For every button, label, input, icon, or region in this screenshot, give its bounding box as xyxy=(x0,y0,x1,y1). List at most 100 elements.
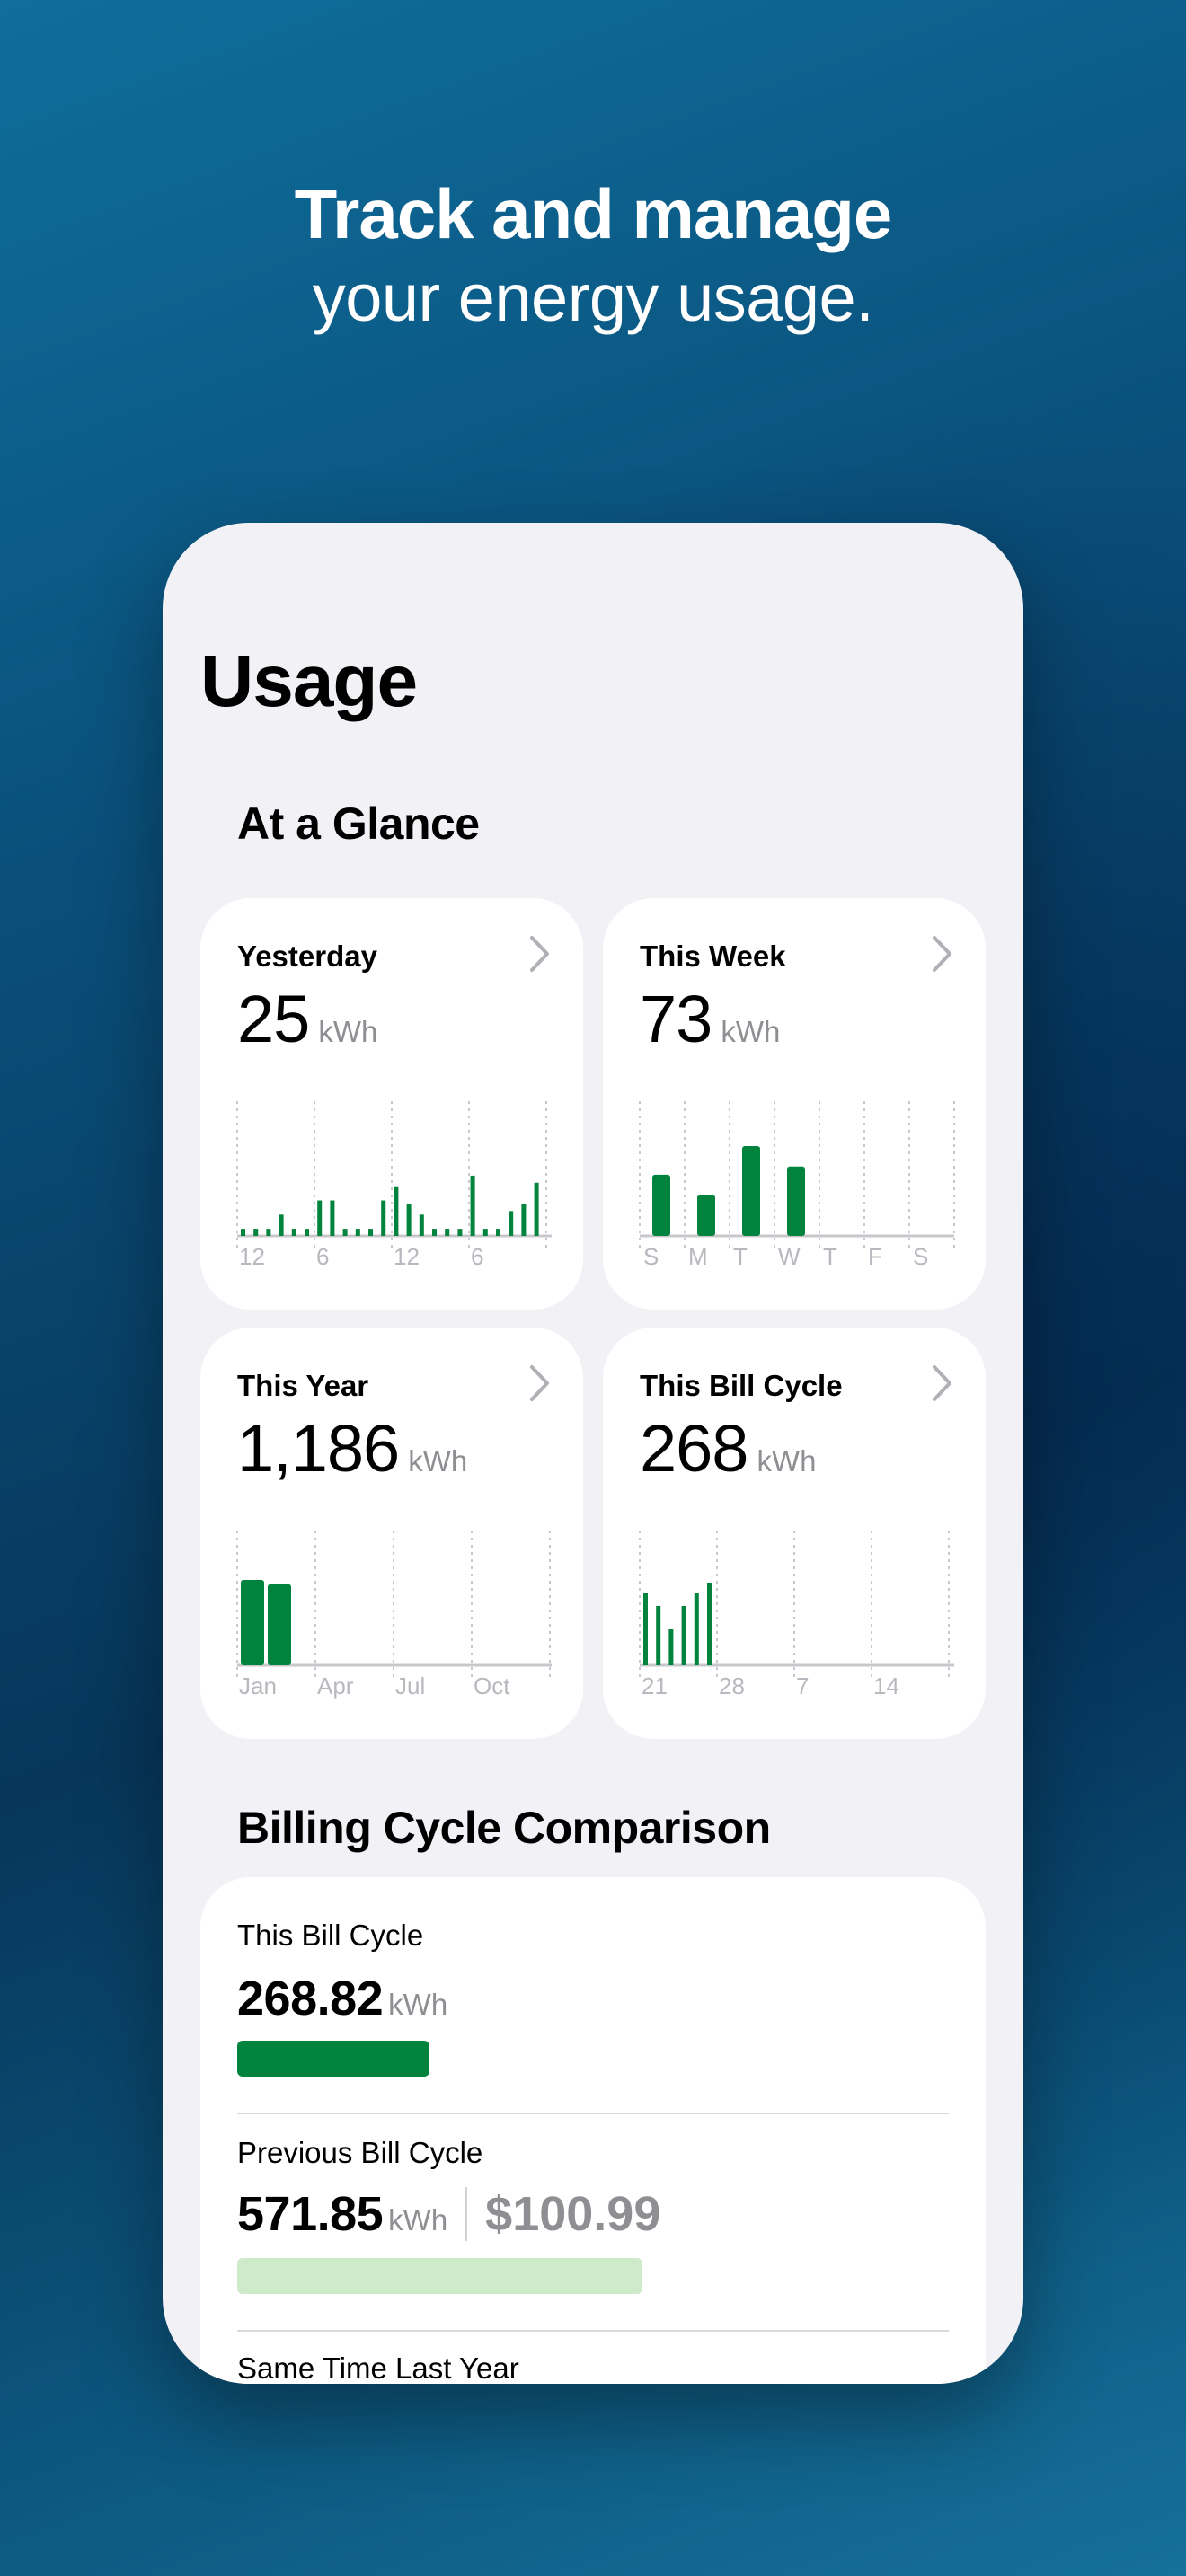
value-separator xyxy=(465,2187,468,2241)
chart-bar xyxy=(496,1229,500,1236)
chart-bar xyxy=(241,1580,264,1665)
section-title-billing-comparison: Billing Cycle Comparison xyxy=(237,1803,771,1853)
card-value: 73 kWh xyxy=(640,981,780,1057)
billing-row-label: Same Time Last Year xyxy=(237,2351,519,2384)
hero-title: Track and manage xyxy=(294,174,893,253)
chart-bar xyxy=(694,1593,699,1665)
hero-headline: Track and manage your energy usage. xyxy=(0,171,1186,340)
chart-bar xyxy=(305,1229,309,1236)
usage-unit: kWh xyxy=(721,1015,781,1048)
chart-tick-label: Apr xyxy=(317,1672,354,1699)
chevron-right-icon xyxy=(530,936,549,972)
this-bill-cycle-bar xyxy=(237,2041,429,2077)
billing-row-value: 571.85 kWh $100.99 xyxy=(237,2186,660,2242)
chart-bar xyxy=(268,1584,291,1665)
billing-kwh-unit: kWh xyxy=(388,1988,448,2021)
chevron-right-icon xyxy=(933,1365,951,1401)
page-title: Usage xyxy=(200,640,418,722)
chart-bar xyxy=(368,1229,373,1236)
billing-row-label: Previous Bill Cycle xyxy=(237,2136,483,2169)
chart-bar xyxy=(534,1182,539,1236)
section-title-at-a-glance: At a Glance xyxy=(237,798,480,849)
hero-subtitle: your energy usage. xyxy=(312,260,874,335)
chart-bar xyxy=(697,1195,715,1236)
card-value: 25 kWh xyxy=(237,981,377,1057)
chart-bar xyxy=(656,1606,661,1665)
chart-bar xyxy=(330,1200,335,1236)
chart-bar xyxy=(381,1200,386,1236)
chart-bar xyxy=(457,1229,463,1236)
chart-tick-label: T xyxy=(733,1243,748,1270)
chart-bar xyxy=(707,1583,712,1665)
chart-bar xyxy=(482,1229,488,1236)
chart-tick-label: 14 xyxy=(873,1672,899,1699)
divider xyxy=(237,2330,949,2332)
chart-tick-label: Oct xyxy=(474,1672,510,1699)
chart-bar xyxy=(253,1229,259,1236)
card-title: Yesterday xyxy=(237,940,377,973)
chart-bar xyxy=(432,1229,437,1236)
chart-bar xyxy=(342,1229,348,1236)
card-title: This Week xyxy=(640,940,786,973)
chart-bar xyxy=(241,1229,245,1236)
chart-tick-label: W xyxy=(778,1243,801,1270)
usage-unit: kWh xyxy=(757,1444,817,1478)
chart-tick-label: Jan xyxy=(239,1672,277,1699)
chart-tick-label: Jul xyxy=(395,1672,425,1699)
chart-tick-label: 21 xyxy=(642,1672,668,1699)
billing-kwh-unit: kWh xyxy=(388,2203,448,2236)
chart-bar xyxy=(406,1204,412,1236)
previous-bill-cycle-bar xyxy=(237,2258,642,2294)
chart-tick-label: 12 xyxy=(239,1243,265,1270)
chevron-right-icon xyxy=(530,1365,549,1401)
card-title: This Bill Cycle xyxy=(640,1369,843,1402)
chart-bar xyxy=(394,1186,399,1236)
chart-tick-label: 6 xyxy=(471,1243,483,1270)
chart-tick-label: 6 xyxy=(316,1243,329,1270)
usage-unit: kWh xyxy=(318,1015,378,1048)
chart-yesterday: 12 6 12 6 xyxy=(236,1101,552,1270)
chart-tick-label: T xyxy=(823,1243,837,1270)
usage-value: 25 xyxy=(237,982,310,1056)
chart-bar xyxy=(291,1229,296,1236)
card-value: 1,186 kWh xyxy=(237,1410,467,1486)
chart-bar xyxy=(317,1200,323,1236)
chart-bar xyxy=(681,1606,686,1665)
chart-bar xyxy=(521,1204,527,1236)
chart-tick-label: M xyxy=(688,1243,708,1270)
chart-bar xyxy=(445,1229,450,1236)
chart-bar xyxy=(742,1146,760,1236)
card-yesterday[interactable]: Yesterday 25 kWh 12 6 12 6 xyxy=(200,898,583,1310)
billing-comparison-card[interactable]: This Bill Cycle 268.82 kWh Previous Bill … xyxy=(200,1877,986,2384)
chart-this-bill-cycle: 21 28 7 14 xyxy=(639,1531,954,1699)
billing-cost: $100.99 xyxy=(485,2187,661,2241)
card-value: 268 kWh xyxy=(640,1410,816,1486)
chart-this-year: Jan Apr Jul Oct xyxy=(236,1531,552,1699)
chart-bar xyxy=(266,1229,271,1236)
usage-unit: kWh xyxy=(408,1444,468,1478)
chart-bar xyxy=(355,1229,360,1236)
chart-tick-label: 28 xyxy=(719,1672,745,1699)
chart-bar xyxy=(652,1174,670,1236)
card-this-year[interactable]: This Year 1,186 kWh Jan Apr Jul Oct xyxy=(200,1328,583,1739)
card-this-bill-cycle[interactable]: This Bill Cycle 268 kWh 21 28 7 14 xyxy=(603,1328,986,1739)
chevron-right-icon xyxy=(933,936,951,972)
billing-kwh-value: 268.82 xyxy=(237,1972,384,2025)
chart-bar xyxy=(668,1629,674,1665)
billing-kwh-value: 571.85 xyxy=(237,2187,384,2241)
chart-bar xyxy=(643,1593,648,1665)
chart-tick-label: F xyxy=(868,1243,882,1270)
usage-value: 1,186 xyxy=(237,1411,400,1486)
chart-bar xyxy=(509,1211,514,1236)
billing-row-value: 268.82 kWh xyxy=(237,1971,447,2026)
chart-bar xyxy=(470,1175,475,1236)
chart-bar xyxy=(419,1214,424,1236)
card-title: This Year xyxy=(237,1369,369,1402)
chart-bar xyxy=(279,1214,284,1236)
chart-bar xyxy=(787,1166,805,1236)
chart-tick-label: 7 xyxy=(796,1672,809,1699)
chart-tick-label: S xyxy=(913,1243,928,1270)
usage-value: 268 xyxy=(640,1411,748,1486)
